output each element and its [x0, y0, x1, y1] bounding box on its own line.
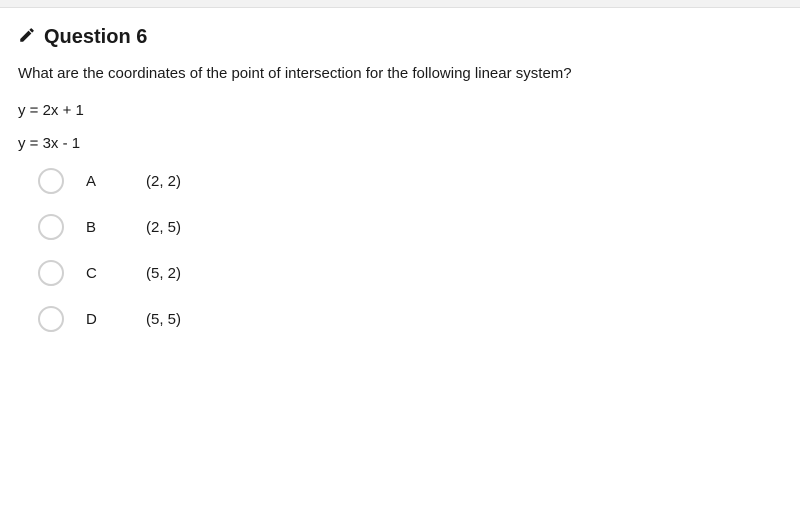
equation-2: y = 3x - 1	[18, 135, 782, 152]
radio-b[interactable]	[38, 214, 64, 240]
radio-c[interactable]	[38, 260, 64, 286]
choice-letter: A	[86, 173, 106, 190]
equation-1: y = 2x + 1	[18, 102, 782, 119]
choice-letter: D	[86, 311, 106, 328]
choice-letter: B	[86, 219, 106, 236]
answer-choices: A (2, 2) B (2, 5) C (5, 2) D (5, 5)	[18, 168, 782, 332]
pencil-icon	[18, 26, 36, 49]
question-title: Question 6	[44, 26, 147, 49]
question-prompt: What are the coordinates of the point of…	[18, 63, 782, 84]
question-container: Question 6 What are the coordinates of t…	[0, 8, 800, 332]
choice-text: (2, 5)	[146, 219, 181, 236]
radio-d[interactable]	[38, 306, 64, 332]
radio-a[interactable]	[38, 168, 64, 194]
choice-text: (2, 2)	[146, 173, 181, 190]
choice-text: (5, 2)	[146, 265, 181, 282]
choice-c[interactable]: C (5, 2)	[38, 260, 782, 286]
question-header: Question 6	[18, 26, 782, 49]
choice-text: (5, 5)	[146, 311, 181, 328]
window-topbar	[0, 0, 800, 8]
choice-letter: C	[86, 265, 106, 282]
choice-a[interactable]: A (2, 2)	[38, 168, 782, 194]
choice-d[interactable]: D (5, 5)	[38, 306, 782, 332]
choice-b[interactable]: B (2, 5)	[38, 214, 782, 240]
